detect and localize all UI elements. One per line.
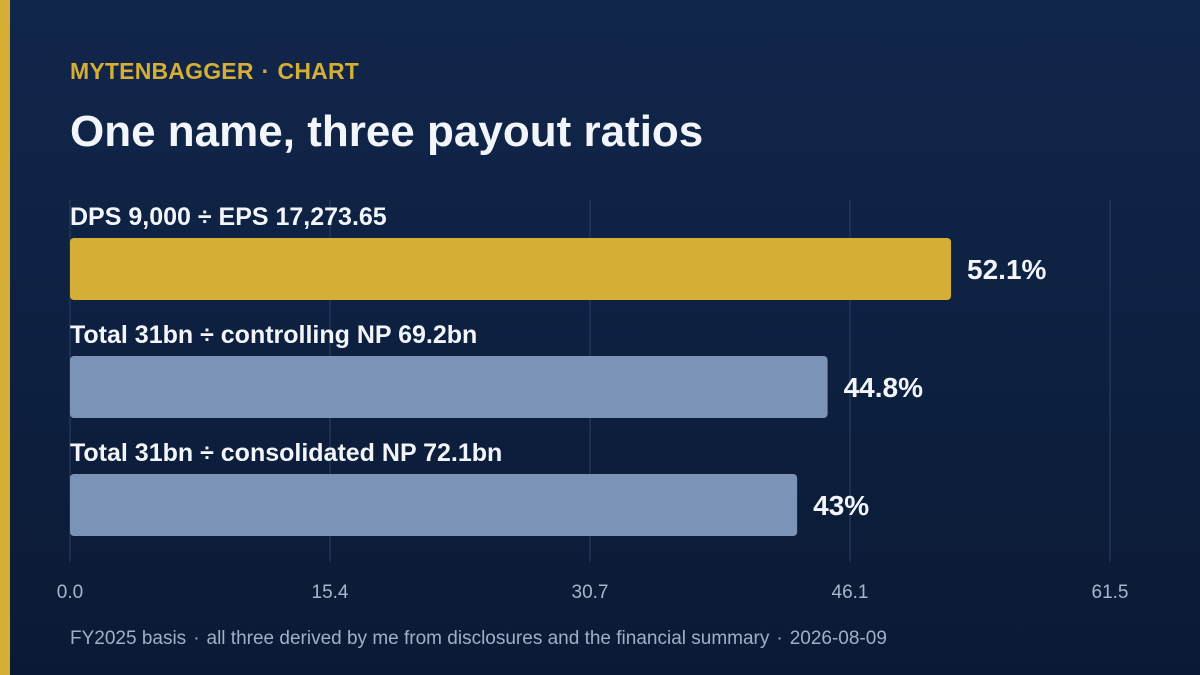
x-tick-label: 0.0 bbox=[57, 582, 83, 603]
value-label: 52.1% bbox=[967, 254, 1046, 285]
category-label: Total 31bn ÷ consolidated NP 72.1bn bbox=[70, 439, 502, 467]
category-label: DPS 9,000 ÷ EPS 17,273.65 bbox=[70, 203, 387, 231]
value-label: 44.8% bbox=[844, 372, 923, 403]
value-label: 43% bbox=[813, 490, 869, 521]
x-tick-label: 30.7 bbox=[572, 582, 609, 603]
bar bbox=[70, 238, 952, 300]
kicker-separator: · bbox=[261, 58, 270, 84]
bar bbox=[70, 356, 828, 418]
section-label: CHART bbox=[277, 58, 360, 84]
x-tick-label: 61.5 bbox=[1092, 582, 1129, 603]
footer-date: 2026-08-09 bbox=[789, 628, 887, 649]
accent-stripe bbox=[0, 0, 10, 675]
footer-basis: FY2025 basis bbox=[70, 628, 187, 649]
footer-note: FY2025 basis · all three derived by me fro… bbox=[70, 628, 887, 650]
x-tick-label: 46.1 bbox=[832, 582, 869, 603]
footer-separator: · bbox=[776, 628, 783, 649]
chart-title: One name, three payout ratios bbox=[70, 107, 704, 156]
kicker: MYTENBAGGER · CHART bbox=[70, 58, 359, 85]
footer-separator: · bbox=[193, 628, 200, 649]
bar bbox=[70, 474, 798, 536]
category-label: Total 31bn ÷ controlling NP 69.2bn bbox=[70, 321, 477, 349]
brand-label: MYTENBAGGER bbox=[70, 58, 254, 84]
x-tick-label: 15.4 bbox=[312, 582, 349, 603]
footer-source: all three derived by me from disclosures… bbox=[206, 628, 770, 649]
